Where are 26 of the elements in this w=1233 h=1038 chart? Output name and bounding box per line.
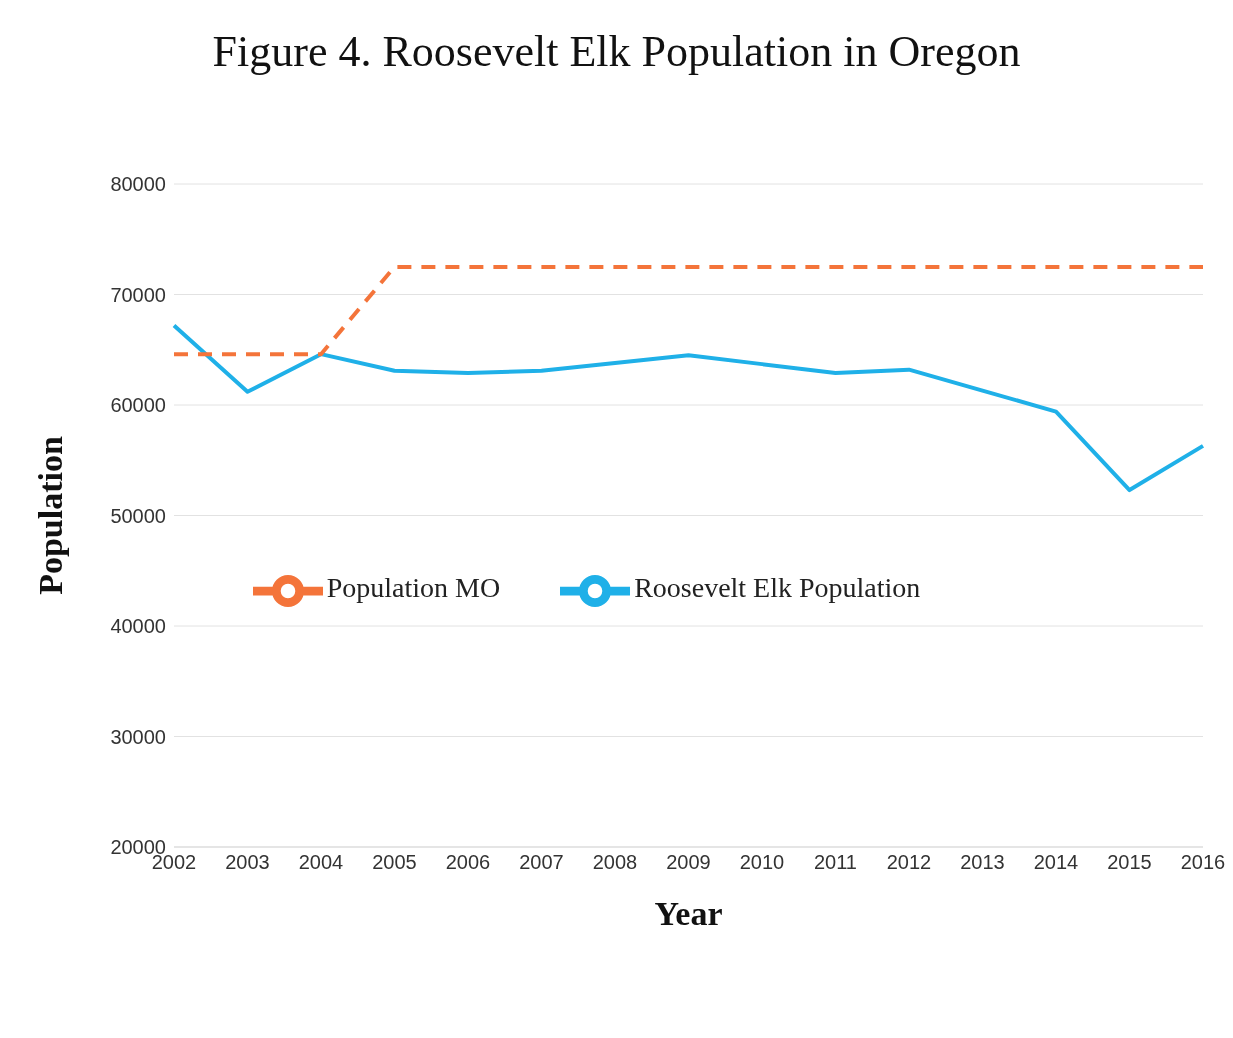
y-tick-label: 30000	[110, 725, 166, 748]
x-tick-label: 2011	[813, 851, 858, 874]
x-axis-title: Year	[654, 895, 723, 932]
y-tick-label: 50000	[110, 504, 166, 527]
x-tick-label: 2004	[298, 851, 344, 874]
x-tick-label: 2005	[372, 851, 417, 874]
x-tick-label: 2009	[666, 851, 711, 874]
line-series	[172, 323, 1205, 493]
x-tick-label: 2010	[739, 851, 785, 874]
y-tick-label: 40000	[110, 615, 166, 638]
x-tick-label: 2006	[445, 851, 491, 874]
chart-title: Figure 4. Roosevelt Elk Population in Oregon	[211, 26, 1022, 77]
x-tick-label: 2003	[225, 851, 270, 874]
x-tick-label: 2016	[1180, 851, 1226, 874]
x-tick-label: 2008	[592, 851, 638, 874]
legend-label: Roosevelt Elk Population	[634, 572, 921, 604]
y-tick-label: 70000	[110, 283, 166, 306]
x-tick-label: 2015	[1107, 851, 1152, 874]
x-tick-label: 2012	[886, 851, 932, 874]
legend-label: Population MO	[326, 572, 501, 604]
y-axis-title: Population	[32, 436, 70, 595]
x-tick-label: 2007	[519, 851, 564, 874]
x-tick-label: 2014	[1033, 851, 1079, 874]
x-tick-label: 2013	[960, 851, 1005, 874]
y-tick-label: 80000	[110, 173, 166, 196]
y-tick-label: 60000	[110, 394, 166, 417]
